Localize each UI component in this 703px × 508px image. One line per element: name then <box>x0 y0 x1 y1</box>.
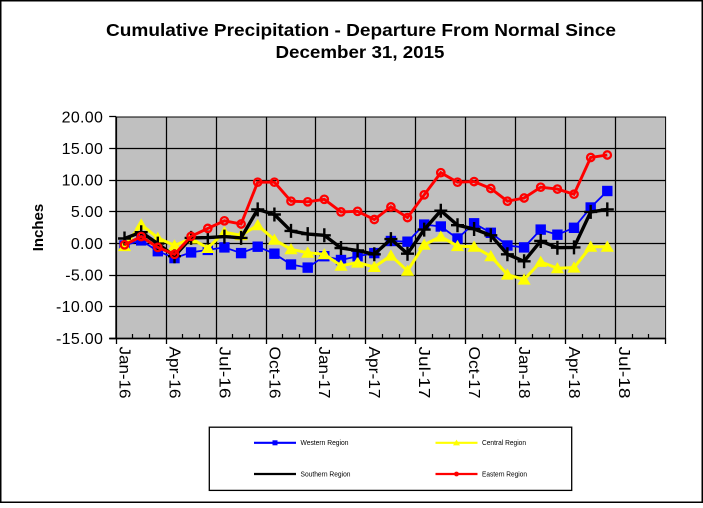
svg-text:Apr-18: Apr-18 <box>565 347 582 399</box>
svg-text:Eastern Region: Eastern Region <box>482 469 527 478</box>
svg-text:Central Region: Central Region <box>482 438 526 447</box>
svg-text:Oct-16: Oct-16 <box>265 347 282 399</box>
svg-text:Western Region: Western Region <box>301 438 349 447</box>
svg-text:December 31, 2015: December 31, 2015 <box>276 42 445 62</box>
svg-text:Cumulative Precipitation - Dep: Cumulative Precipitation - Departure Fro… <box>106 20 616 40</box>
svg-text:Inches: Inches <box>30 204 47 252</box>
svg-text:Jul-16: Jul-16 <box>215 347 232 399</box>
svg-text:15.00: 15.00 <box>62 141 104 158</box>
svg-text:10.00: 10.00 <box>62 173 104 190</box>
svg-text:20.00: 20.00 <box>62 109 104 126</box>
svg-text:Jan-16: Jan-16 <box>115 347 132 399</box>
svg-text:Jan-18: Jan-18 <box>515 347 532 399</box>
svg-text:Apr-17: Apr-17 <box>365 347 382 399</box>
svg-text:Southern Region: Southern Region <box>301 469 351 478</box>
svg-text:0.00: 0.00 <box>71 236 103 253</box>
svg-text:-10.00: -10.00 <box>56 299 103 316</box>
svg-text:-15.00: -15.00 <box>56 331 103 348</box>
svg-text:-5.00: -5.00 <box>65 268 103 285</box>
svg-text:5.00: 5.00 <box>71 204 103 221</box>
svg-text:Apr-16: Apr-16 <box>165 347 182 399</box>
svg-text:Oct-17: Oct-17 <box>465 347 482 399</box>
svg-text:Jul-18: Jul-18 <box>615 347 632 399</box>
svg-text:Jan-17: Jan-17 <box>315 347 332 399</box>
svg-text:Jul-17: Jul-17 <box>415 347 432 399</box>
